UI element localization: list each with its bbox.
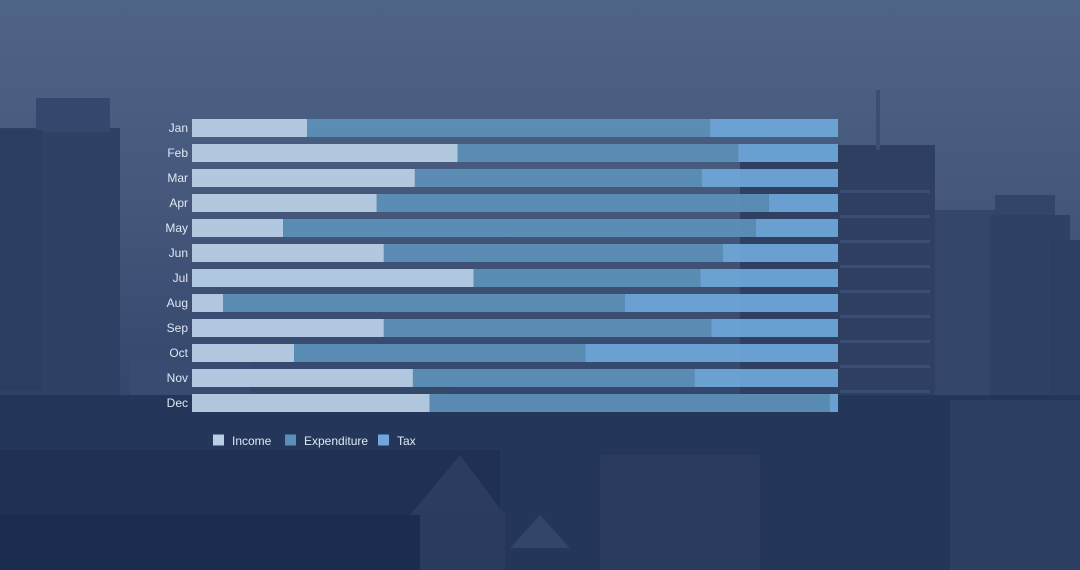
bar-expenditure-jan (306, 119, 711, 137)
bar-expenditure-jun (383, 244, 724, 262)
bar-income-sep (192, 319, 384, 337)
bar-expenditure-apr (376, 194, 769, 212)
category-label-mar: Mar (167, 171, 188, 185)
bar-income-jan (192, 119, 307, 137)
category-label-apr: Apr (169, 196, 188, 210)
category-label-jun: Jun (169, 246, 188, 260)
bar-expenditure-aug (223, 294, 625, 312)
category-label-sep: Sep (167, 321, 189, 335)
bar-income-nov (192, 369, 413, 387)
bar-income-oct (192, 344, 295, 362)
bar-expenditure-dec (429, 394, 830, 412)
bar-income-may (192, 219, 284, 237)
bar-tax-jul (700, 269, 838, 287)
bar-tax-mar (701, 169, 838, 187)
legend-swatch-income (213, 434, 224, 446)
bar-expenditure-sep (383, 319, 712, 337)
category-label-oct: Oct (169, 346, 188, 360)
category-label-nov: Nov (167, 371, 188, 385)
category-label-dec: Dec (167, 396, 188, 410)
bar-expenditure-oct (294, 344, 586, 362)
bar-tax-jun (723, 244, 838, 262)
bar-expenditure-nov (412, 369, 695, 387)
bar-income-aug (192, 294, 224, 312)
bar-expenditure-may (283, 219, 756, 237)
bar-expenditure-mar (414, 169, 702, 187)
bar-tax-sep (711, 319, 838, 337)
bar-tax-jan (710, 119, 838, 137)
category-label-may: May (165, 221, 188, 235)
bar-income-feb (192, 144, 458, 162)
category-label-aug: Aug (167, 296, 188, 310)
legend-swatch-expenditure (285, 434, 296, 446)
legend-label-tax: Tax (397, 434, 416, 448)
category-label-jul: Jul (173, 271, 188, 285)
legend: Income Expenditure Tax (213, 434, 416, 448)
legend-label-expenditure: Expenditure (304, 434, 368, 448)
bar-tax-nov (694, 369, 838, 387)
legend-label-income: Income (232, 434, 272, 448)
bar-expenditure-feb (457, 144, 739, 162)
bar-tax-aug (624, 294, 838, 312)
category-label-feb: Feb (167, 146, 188, 160)
bar-tax-dec (829, 394, 838, 412)
bar-income-apr (192, 194, 377, 212)
bar-tax-may (755, 219, 838, 237)
bar-tax-feb (738, 144, 838, 162)
bar-income-mar (192, 169, 415, 187)
legend-swatch-tax (378, 434, 389, 446)
bar-income-jul (192, 269, 474, 287)
bar-tax-oct (585, 344, 838, 362)
bar-expenditure-jul (473, 269, 701, 287)
category-label-jan: Jan (169, 121, 188, 135)
bar-income-dec (192, 394, 430, 412)
category-labels: Jan Feb Mar Apr May Jun Jul Aug Sep Oct Nov Dec (165, 121, 188, 410)
bar-income-jun (192, 244, 384, 262)
bars (192, 119, 838, 412)
bar-tax-apr (768, 194, 838, 212)
